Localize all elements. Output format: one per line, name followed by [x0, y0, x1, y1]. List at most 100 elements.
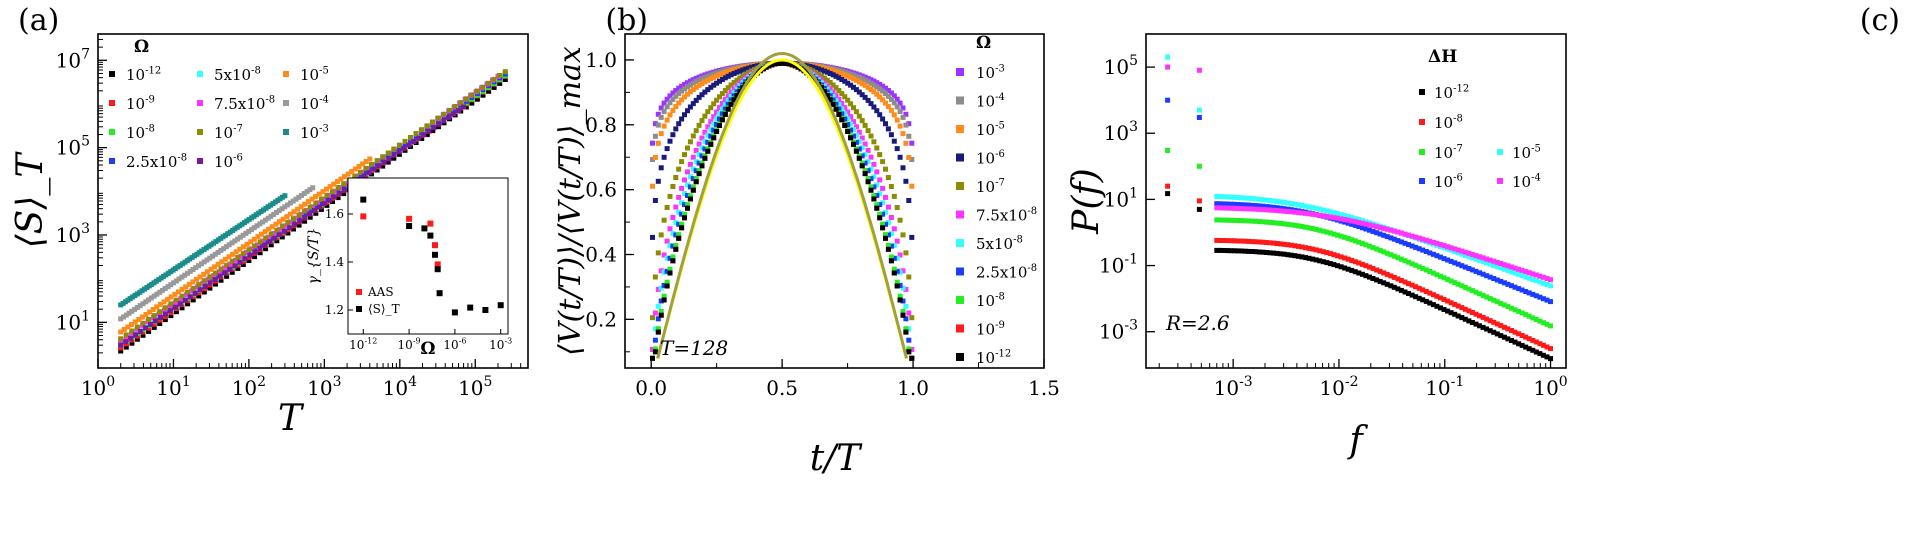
- panel-b-point: [685, 193, 690, 198]
- panel-a-point: [458, 100, 464, 106]
- panel-a-point: [212, 277, 218, 283]
- panel-b-point: [827, 97, 833, 103]
- panel-b-point: [885, 220, 891, 226]
- panel-b-point: [883, 194, 888, 200]
- panel-a-point: [284, 214, 290, 220]
- panel-b-point: [658, 105, 664, 111]
- panel-a-point: [196, 282, 202, 288]
- panel-c-point: [1459, 305, 1465, 311]
- panel-b-point: [702, 89, 708, 95]
- panel-b-point: [655, 178, 661, 184]
- panel-b-point: [903, 326, 909, 332]
- panel-a-point: [255, 234, 261, 240]
- panel-c-point: [1224, 194, 1230, 200]
- panel-b-legend-label: 10-7: [976, 177, 1005, 196]
- panel-c-point: [1335, 211, 1340, 217]
- panel-b-point: [652, 337, 658, 343]
- panel-c-point: [1391, 284, 1397, 290]
- panel-c-point: [1271, 250, 1277, 256]
- panel-c-point: [1349, 218, 1355, 224]
- panel-c-point: [1242, 238, 1248, 244]
- panel-c-point: [1512, 265, 1518, 271]
- panel-c-point: [1217, 247, 1223, 253]
- panel-a-x-tick-label: 102: [232, 374, 266, 400]
- panel-b-point: [842, 116, 848, 122]
- panel-b-point: [836, 75, 842, 81]
- panel-c-point: [1271, 207, 1277, 213]
- panel-a-point: [321, 201, 327, 207]
- panel-a-point: [491, 76, 497, 82]
- panel-c-point: [1398, 230, 1404, 236]
- panel-c-point: [1377, 278, 1383, 284]
- panel-b-point: [868, 184, 874, 190]
- panel-a-point: [249, 246, 255, 252]
- panel-b-point: [851, 76, 856, 82]
- panel-b-point: [880, 221, 886, 227]
- panel-c-point: [1345, 214, 1351, 219]
- panel-b-point: [708, 72, 714, 78]
- panel-b-point: [664, 283, 670, 289]
- panel-b-point: [853, 124, 859, 130]
- panel-a-point: [207, 280, 213, 286]
- panel-c-point: [1498, 300, 1504, 306]
- panel-c-point: [1306, 204, 1312, 210]
- panel-b-point: [906, 310, 912, 316]
- panel-a-legend-marker: [109, 158, 115, 164]
- panel-b-point: [676, 209, 682, 215]
- panel-b-point: [906, 346, 912, 352]
- panel-b-point: [862, 168, 868, 174]
- panel-b-point: [661, 269, 667, 275]
- panel-c-legend-label: 10-12: [1434, 83, 1469, 102]
- inset-point: [360, 213, 367, 220]
- panel-c-point: [1367, 227, 1372, 233]
- panel-c-point: [1363, 221, 1369, 227]
- panel-a-point: [324, 193, 330, 198]
- panel-b-point: [856, 138, 862, 144]
- panel-c-legend-marker: [1419, 149, 1425, 155]
- panel-b-point: [670, 243, 676, 249]
- panel-b-point: [658, 298, 664, 304]
- panel-b-point: [670, 132, 676, 138]
- panel-c-point: [1420, 297, 1426, 303]
- panel-b-point: [871, 78, 877, 84]
- panel-b-point: [702, 74, 708, 80]
- panel-a-point: [177, 301, 183, 307]
- panel-b-point: [673, 104, 679, 109]
- panel-a-legend-marker: [283, 129, 289, 135]
- panel-b-point: [676, 221, 682, 227]
- panel-b-point: [830, 101, 836, 107]
- panel-a-point: [197, 287, 203, 293]
- panel-c-point: [1370, 266, 1376, 271]
- panel-a-point: [151, 313, 157, 319]
- panel-a-point: [380, 154, 386, 160]
- panel-c-point: [1356, 220, 1362, 225]
- panel-c-point: [1267, 198, 1273, 203]
- panel-b-point: [722, 70, 728, 76]
- panel-a-x-title: T: [278, 398, 305, 439]
- panel-a-point: [312, 208, 317, 214]
- panel-a-point: [313, 200, 319, 206]
- panel-b-point: [699, 163, 705, 169]
- panel-b-point: [661, 123, 667, 129]
- panel-c-point: [1391, 236, 1397, 242]
- panel-b-legend-label: 5x10-8: [976, 234, 1023, 253]
- panel-b-point: [885, 104, 891, 109]
- panel-c-y-tick-label: 101: [1104, 185, 1138, 211]
- panel-b-point: [859, 73, 865, 79]
- panel-c-point: [1285, 252, 1291, 258]
- panel-a-point: [363, 159, 369, 164]
- panel-c-point: [1260, 249, 1266, 255]
- panel-b-point: [676, 100, 682, 106]
- panel-b-point: [845, 73, 851, 79]
- panel-b-point: [856, 89, 862, 95]
- panel-a-y-title: ⟨S⟩_T: [10, 151, 51, 249]
- panel-a-point: [138, 328, 144, 334]
- panel-a-point: [190, 279, 196, 285]
- panel-a-point: [123, 344, 129, 350]
- panel-b-point: [673, 220, 679, 226]
- panel-b-point: [888, 215, 894, 220]
- panel-c-point: [1505, 326, 1511, 332]
- panel-c-point: [1384, 250, 1390, 256]
- panel-c-point: [1228, 238, 1234, 244]
- panel-c-point: [1324, 250, 1330, 256]
